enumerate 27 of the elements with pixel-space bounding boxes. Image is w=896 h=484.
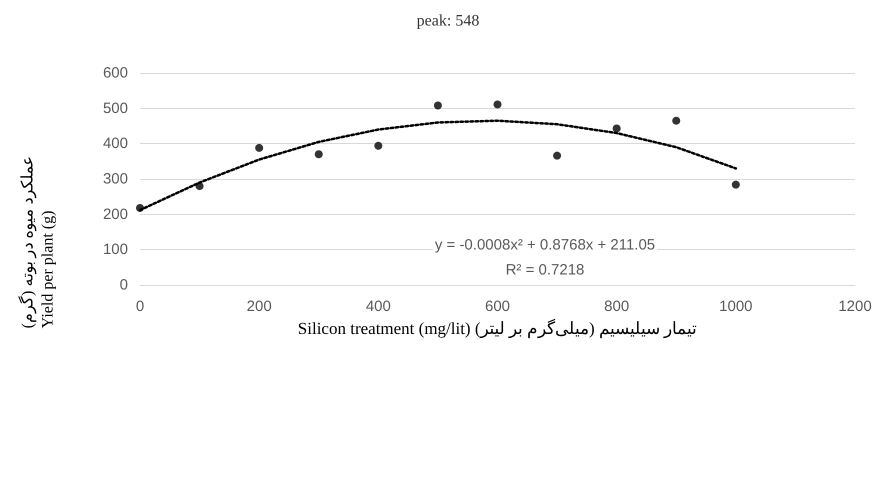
point: [374, 142, 382, 150]
x-tick-label: 1200: [838, 298, 872, 315]
point: [612, 124, 621, 132]
point: [314, 150, 323, 158]
point: [255, 144, 264, 152]
point: [732, 180, 740, 189]
x-tick-label: 600: [484, 298, 510, 315]
point: [434, 102, 442, 110]
x-tick-label: 0: [136, 298, 144, 315]
point: [494, 100, 502, 108]
y-tick-label: 500: [102, 100, 128, 117]
x-tick-label: 200: [246, 298, 272, 315]
annotation: R² = 0.7218: [506, 262, 584, 278]
y-tick-label: 100: [102, 241, 128, 258]
y-tick-label: 600: [102, 64, 128, 82]
point: [553, 152, 562, 160]
chart-title: peak: 548: [416, 12, 480, 30]
annotation: y = -0.0008x² + 0.8768x + 211.05: [434, 236, 656, 254]
x-axis-title: Silicon treatment (mg/lit) تیمار سیلیسیم (میلی‌گرم بر لیتر): [298, 318, 698, 339]
point: [672, 116, 680, 125]
y-tick-label: 0: [120, 276, 128, 294]
y-tick-label: 400: [102, 135, 128, 152]
y-tick-label: 200: [102, 206, 128, 223]
x-tick-label: 1000: [719, 298, 753, 315]
x-tick-label: 400: [366, 298, 391, 315]
x-tick-label: 800: [604, 298, 630, 315]
y-tick-label: 300: [102, 170, 128, 188]
